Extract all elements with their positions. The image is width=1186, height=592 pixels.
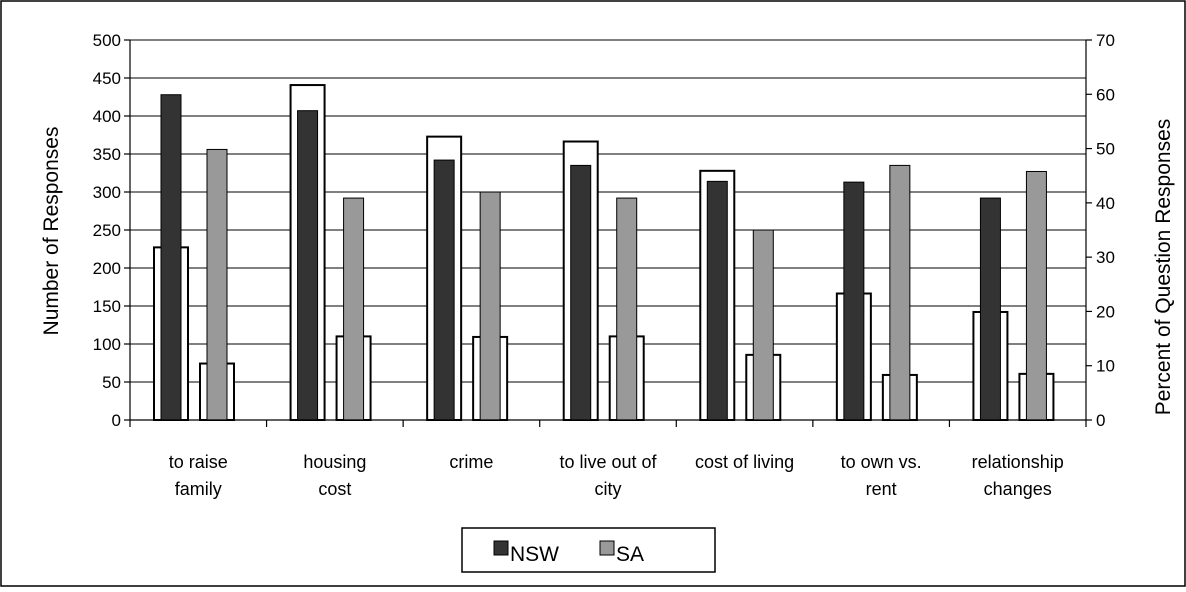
left-tick-label: 450 — [93, 69, 121, 88]
category-label: cost of living — [695, 452, 794, 472]
right-tick-label: 0 — [1096, 411, 1105, 430]
axes — [124, 39, 1092, 427]
legend: NSW SA — [461, 527, 716, 573]
legend-label-nsw: NSW — [510, 543, 559, 566]
legend-label-sa: SA — [616, 543, 644, 566]
bar-sa — [206, 148, 228, 421]
right-tick-labels: 0 10 20 30 40 50 60 70 — [1096, 31, 1115, 430]
bar-sa — [889, 164, 911, 421]
category-label: housing cost — [303, 452, 366, 499]
bar-nsw — [979, 197, 1001, 421]
right-tick-label: 40 — [1096, 194, 1115, 213]
y2-axis-label: Percent of Question Responses — [1152, 119, 1175, 416]
left-tick-label: 350 — [93, 145, 121, 164]
legend-swatch-sa — [599, 540, 615, 556]
bar-nsw — [570, 164, 592, 421]
bar-nsw — [706, 180, 728, 421]
right-tick-label: 70 — [1096, 31, 1115, 50]
category-label: to raise family — [169, 452, 228, 499]
category-labels: to raise family housing cost crime to live ou… — [169, 452, 1064, 499]
category-label: to live out of city — [559, 452, 657, 499]
category-label: crime — [449, 452, 493, 472]
category-label: to own vs. rent — [841, 452, 922, 499]
bar-sa — [616, 197, 638, 421]
gridlines — [130, 39, 1086, 383]
left-tick-label: 0 — [112, 411, 121, 430]
left-tick-label: 150 — [93, 297, 121, 316]
right-tick-label: 30 — [1096, 248, 1115, 267]
left-tick-label: 400 — [93, 107, 121, 126]
category-label: relationship changes — [972, 452, 1064, 499]
left-tick-label: 250 — [93, 221, 121, 240]
bar-sa — [1025, 170, 1047, 421]
bar-nsw — [843, 181, 865, 421]
y-axis-label: Number of Responses — [40, 127, 63, 336]
bar-nsw — [433, 159, 455, 421]
left-tick-label: 300 — [93, 183, 121, 202]
left-tick-label: 200 — [93, 259, 121, 278]
right-tick-label: 10 — [1096, 357, 1115, 376]
left-tick-label: 50 — [102, 373, 121, 392]
left-tick-label: 500 — [93, 31, 121, 50]
bar-sa — [343, 197, 365, 421]
bar-nsw — [297, 110, 319, 421]
right-tick-label: 50 — [1096, 140, 1115, 159]
bar-nsw — [160, 94, 182, 421]
bar-sa — [479, 191, 501, 421]
legend-swatch-nsw — [493, 540, 509, 556]
left-tick-label: 100 — [93, 335, 121, 354]
left-tick-labels: 0 50 100 150 200 250 300 350 400 450 500 — [93, 31, 121, 430]
right-tick-label: 20 — [1096, 302, 1115, 321]
bar-sa — [752, 229, 774, 421]
right-tick-label: 60 — [1096, 85, 1115, 104]
